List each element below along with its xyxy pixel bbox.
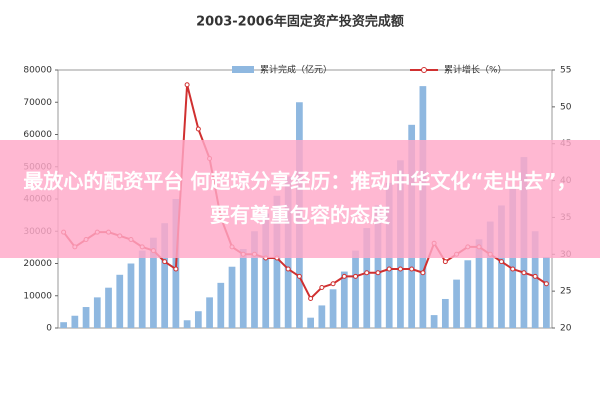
y2-tick-label: 50 <box>560 102 572 112</box>
line-point <box>521 270 527 276</box>
bar <box>150 237 157 328</box>
bar <box>363 228 371 328</box>
y2-tick-label: 25 <box>560 287 571 297</box>
bar <box>60 322 67 328</box>
bar <box>486 221 494 328</box>
bar <box>531 231 539 328</box>
bar <box>329 289 337 328</box>
bar <box>340 271 348 328</box>
bar <box>161 223 169 328</box>
legend-marker <box>421 67 427 73</box>
bar <box>183 320 191 328</box>
banner: 最放心的配资平台 何超琼分享经历：推动中华文化“走出去”，要有尊重包容的态度 <box>0 140 600 258</box>
bar <box>475 239 483 328</box>
line-point <box>442 259 448 265</box>
bar <box>138 250 146 328</box>
line-point <box>162 259 168 265</box>
line-point <box>308 296 314 302</box>
bar <box>127 263 135 328</box>
chart-title: 2003-2006年固定资产投资完成额 <box>196 14 404 30</box>
line-point <box>285 266 291 272</box>
bar <box>374 205 382 328</box>
line-point <box>397 266 403 272</box>
bar <box>93 297 101 328</box>
bar <box>116 274 124 328</box>
y-tick-label: 60000 <box>23 130 52 140</box>
bar <box>206 297 213 328</box>
y-tick-label: 80000 <box>23 66 52 76</box>
bar <box>498 205 505 328</box>
bar <box>228 266 236 328</box>
legend-label: 累计增长（%） <box>444 64 507 76</box>
line-point <box>386 266 392 272</box>
y-tick-label: 20000 <box>23 259 52 269</box>
bar <box>543 257 550 328</box>
bar <box>318 305 326 328</box>
y2-tick-label: 55 <box>560 66 571 76</box>
line-point <box>184 82 190 88</box>
bar <box>453 279 460 328</box>
line-point <box>330 281 336 287</box>
line-point <box>353 273 359 279</box>
bar <box>71 315 79 328</box>
bar <box>105 287 112 328</box>
bar <box>307 317 314 328</box>
y-tick-label: 0 <box>46 324 52 334</box>
y2-tick-label: 20 <box>560 324 572 334</box>
bar <box>239 248 247 328</box>
bar <box>441 298 449 328</box>
bar <box>251 231 258 328</box>
line-point <box>498 259 504 265</box>
line-point <box>341 273 347 279</box>
bar <box>464 260 472 328</box>
legend-label: 累计完成（亿元） <box>260 64 332 76</box>
line-point <box>420 270 426 276</box>
line-point <box>532 273 538 279</box>
line-point <box>543 281 549 287</box>
bar <box>430 315 438 328</box>
line-point <box>409 266 415 272</box>
line-point <box>173 266 179 272</box>
bar <box>217 282 225 328</box>
line-point <box>364 270 370 276</box>
line-point <box>195 126 201 132</box>
bar <box>262 213 270 328</box>
line-point <box>296 273 302 279</box>
y-tick-label: 70000 <box>23 98 52 108</box>
bar <box>273 195 281 328</box>
bar <box>82 307 90 328</box>
bar <box>194 311 202 328</box>
line-point <box>375 270 381 276</box>
legend-swatch <box>232 66 254 73</box>
bar <box>352 250 359 328</box>
y-tick-label: 10000 <box>23 291 52 301</box>
line-point <box>319 284 325 290</box>
line-point <box>510 266 516 272</box>
